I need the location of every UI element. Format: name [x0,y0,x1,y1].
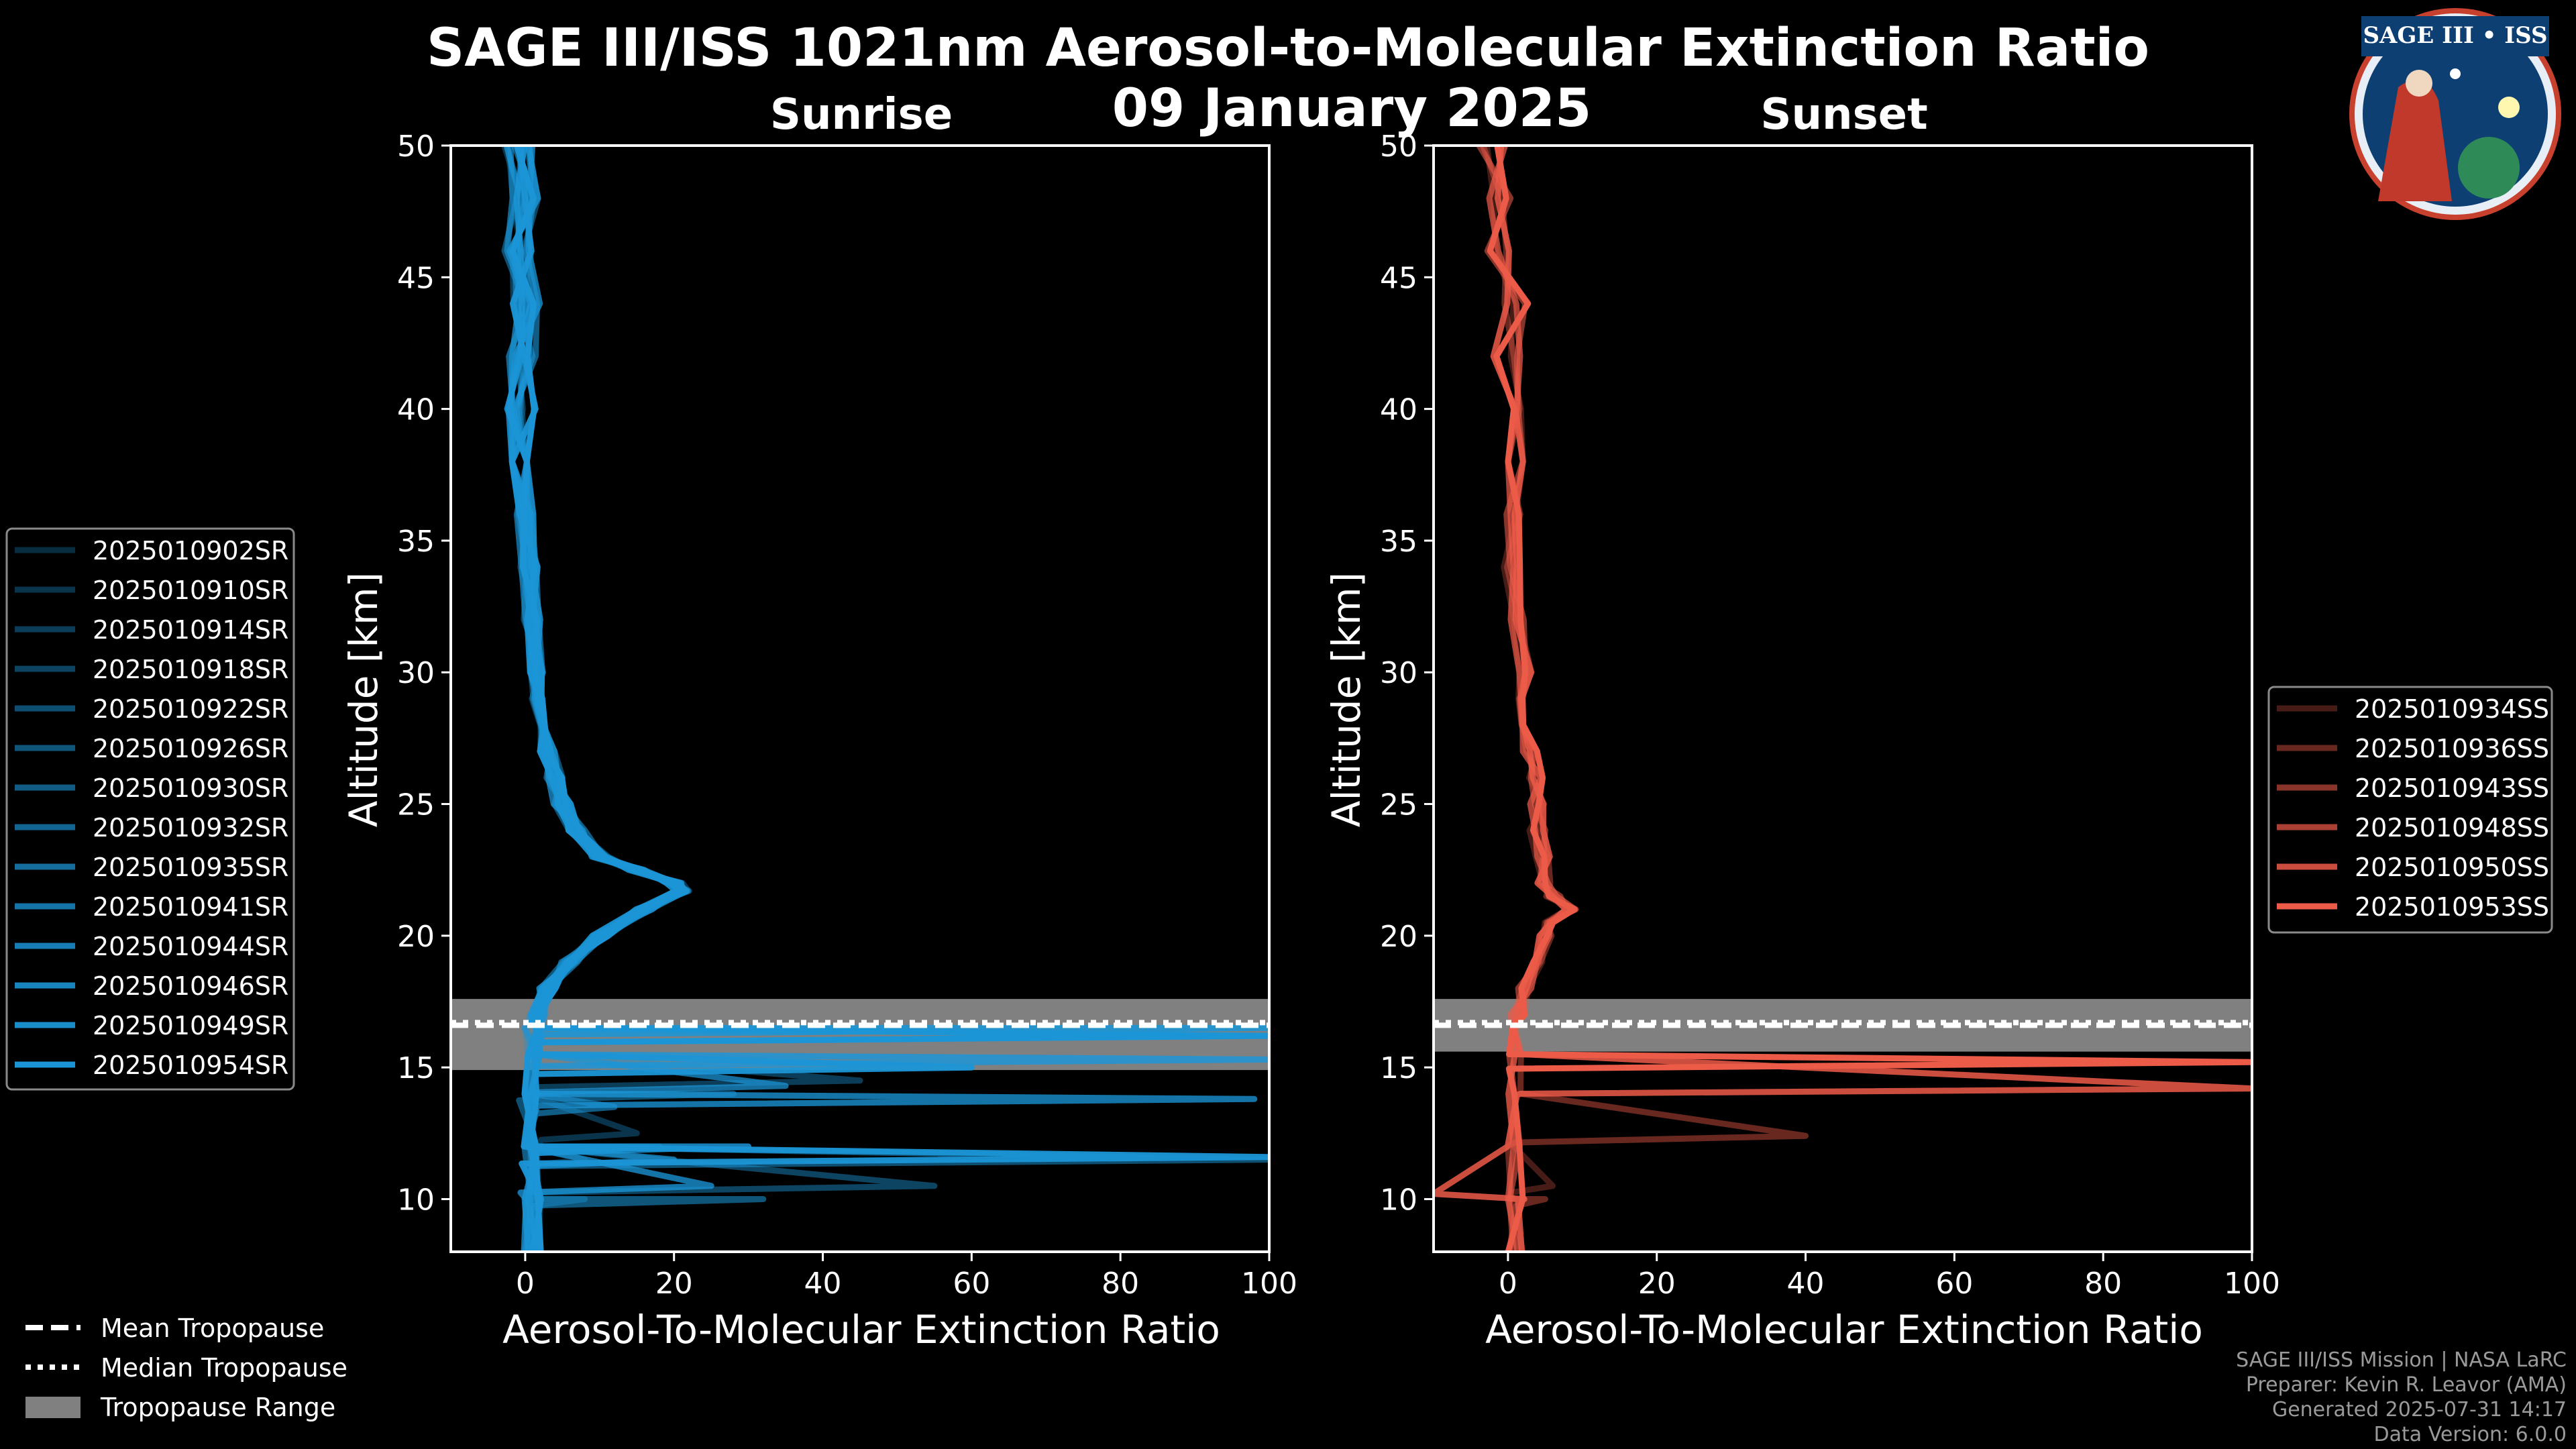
sunset-plot-frame [1432,144,2253,1253]
x-tick-label: 100 [2224,1267,2280,1301]
legend-label-2025010935SR: 2025010935SR [93,853,288,882]
y-tick-label: 35 [397,525,435,559]
y-tick-label: 10 [397,1183,435,1217]
sunset-y-axis-label: Altitude [km] [1324,572,1369,827]
y-tick-label: 25 [1380,788,1417,822]
sunrise-legend-frame [5,527,295,1091]
sunset-legend-frame [2267,686,2553,934]
figure-date: 09 January 2025 [1112,78,1592,139]
y-tick-label: 20 [1380,920,1417,954]
legend-label-2025010941SR: 2025010941SR [93,892,288,922]
legend-label-2025010918SR: 2025010918SR [93,655,288,684]
logo-banner [2361,16,2549,56]
legend-label-2025010930SR: 2025010930SR [93,773,288,803]
legend-label-2025010922SR: 2025010922SR [93,694,288,724]
credit-data-version: Data Version: 6.0.0 [2374,1423,2567,1446]
sunrise-x-axis-label: Aerosol-To-Molecular Extinction Ratio [502,1307,1220,1352]
logo-figure-head [2406,70,2432,97]
y-tick-label: 50 [1380,129,1417,164]
x-tick-label: 100 [1241,1267,1297,1301]
x-tick-label: 20 [1638,1267,1676,1301]
logo-text: SAGE III • ISS [2363,22,2547,49]
legend-label-2025010926SR: 2025010926SR [93,734,288,763]
x-tick-label: 60 [953,1267,990,1301]
legend-label-2025010948SS: 2025010948SS [2355,813,2549,843]
y-tick-label: 30 [397,656,435,690]
y-tick-label: 45 [1380,261,1417,295]
sunset-x-axis-label: Aerosol-To-Molecular Extinction Ratio [1485,1307,2203,1352]
y-tick-label: 50 [397,129,435,164]
logo-star [2498,97,2520,118]
legend-label-2025010943SS: 2025010943SS [2355,773,2549,803]
sunrise-plot-frame [449,144,1271,1253]
sage-iii-iss-logo: SAGE III • ISS [2349,8,2561,220]
x-tick-label: 80 [2084,1267,2122,1301]
legend-label-2025010944SR: 2025010944SR [93,932,288,961]
legend-label-2025010946SR: 2025010946SR [93,971,288,1001]
credit-generated: Generated 2025-07-31 14:17 [2272,1398,2567,1421]
legend-label-2025010902SR: 2025010902SR [93,536,288,566]
sunset-panel-title: Sunset [1760,90,1927,140]
sunset-plot-area: 0 20 40 60 80 100 10 15 20 25 30 35 40 45 50 [1380,129,2280,1301]
sunrise-legend: 2025010902SR 2025010910SR 2025010914SR 2025… [5,527,295,1091]
sunrise-y-axis-label: Altitude [km] [341,572,386,827]
y-tick-label: 45 [397,261,435,295]
tropopause-range-legend-swatch [25,1397,80,1418]
y-tick-label: 20 [397,920,435,954]
sunrise-plot-area: 0 20 40 60 80 100 10 15 20 25 30 35 40 45 50 [397,129,1297,1301]
x-tick-label: 0 [1499,1267,1517,1301]
logo-earth [2458,137,2520,199]
y-tick-label: 40 [397,393,435,427]
sunrise-panel: Sunrise 0 20 40 60 80 100 10 15 20 25 30 35 40 45 50 A… [341,90,1297,1352]
mean-tropopause-legend-label: Mean Tropopause [101,1313,324,1343]
y-tick-label: 30 [1380,656,1417,690]
x-tick-label: 20 [655,1267,693,1301]
figure-title: SAGE III/ISS 1021nm Aerosol-to-Molecular… [427,18,2149,78]
x-tick-label: 60 [1935,1267,1973,1301]
y-tick-label: 15 [397,1051,435,1085]
legend-label-2025010953SS: 2025010953SS [2355,892,2549,922]
median-tropopause-legend-label: Median Tropopause [101,1353,347,1383]
x-tick-label: 0 [516,1267,535,1301]
legend-label-2025010950SS: 2025010950SS [2355,853,2549,882]
credit-mission: SAGE III/ISS Mission | NASA LaRC [2236,1348,2567,1372]
credits: SAGE III/ISS Mission | NASA LaRC Prepare… [2236,1348,2567,1446]
logo-figure-robe [2378,79,2452,201]
y-tick-label: 40 [1380,393,1417,427]
y-tick-label: 25 [397,788,435,822]
sunset-panel: Sunset 0 20 40 60 80 100 10 15 20 25 30 35 40 45 50 Ae… [1324,90,2280,1352]
x-tick-label: 40 [1787,1267,1825,1301]
legend-label-2025010910SR: 2025010910SR [93,576,288,605]
logo-moon [2450,68,2461,79]
x-tick-label: 80 [1102,1267,1139,1301]
legend-label-2025010914SR: 2025010914SR [93,615,288,645]
y-tick-label: 15 [1380,1051,1417,1085]
series-line-2025010954SR [509,146,1269,1252]
legend-label-2025010936SS: 2025010936SS [2355,734,2549,763]
legend-label-2025010949SR: 2025010949SR [93,1011,288,1040]
y-tick-label: 35 [1380,525,1417,559]
y-tick-label: 10 [1380,1183,1417,1217]
legend-label-2025010954SR: 2025010954SR [93,1051,288,1080]
legend-label-2025010932SR: 2025010932SR [93,813,288,843]
series-line-2025010953SS [1487,146,2252,1252]
tropopause-range-legend-label: Tropopause Range [100,1393,335,1422]
sunset-legend: 2025010934SS 2025010936SS 2025010943SS 2025… [2267,686,2553,934]
credit-preparer: Preparer: Kevin R. Leavor (AMA) [2246,1373,2567,1397]
tropopause-legend: Mean Tropopause Median Tropopause Tropop… [25,1313,347,1422]
sunrise-panel-title: Sunrise [770,90,953,140]
x-tick-label: 40 [804,1267,842,1301]
legend-label-2025010934SS: 2025010934SS [2355,694,2549,724]
